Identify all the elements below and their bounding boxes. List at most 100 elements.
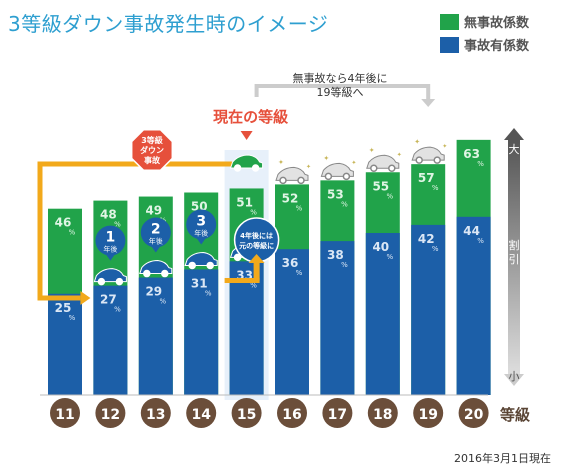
- grade-circle-19: [413, 398, 444, 428]
- grade-label-16: 16: [282, 407, 301, 423]
- grade-label-15: 15: [237, 407, 256, 423]
- value-label-no-accident-17: 53: [327, 187, 344, 201]
- grade-circle-14: [186, 398, 217, 428]
- car-icon-future-19: [411, 146, 445, 164]
- bar-accident-20: [456, 216, 491, 395]
- year-badge-pointer-1: [105, 253, 116, 261]
- value-label-accident-13: 29: [145, 285, 162, 299]
- legend-swatch-no-accident: [440, 13, 459, 30]
- value-label-no-accident-13: 49: [145, 204, 162, 218]
- bar-accident-17: [320, 241, 355, 395]
- car-icon-year-3: [184, 251, 218, 270]
- no-accident-bracket: [254, 84, 431, 100]
- sparkle-icon-b-19: ✦: [442, 143, 447, 150]
- value-label-no-accident-19: 57: [418, 171, 435, 185]
- car-icon-future-18-wheel-rear: [388, 164, 396, 172]
- car-icon-current-wheel-front: [233, 164, 242, 172]
- accident-badge-line-1: 3等級: [141, 135, 163, 145]
- year-badge-3: [186, 209, 217, 240]
- car-icon-year-2: [139, 260, 173, 278]
- grade-circle-15: [231, 398, 262, 428]
- value-label-no-accident-18: 55: [372, 179, 389, 193]
- accident-badge: [130, 128, 174, 172]
- accident-badge-line-2: ダウン: [140, 145, 164, 155]
- grade-circle-18: [367, 398, 398, 428]
- year-badge-1: [95, 225, 126, 256]
- year-badge-number-3: 3: [196, 213, 206, 229]
- grade-circle-12: [95, 398, 126, 428]
- bar-accident-16: [275, 249, 309, 395]
- unit-label-accident-17: %: [341, 261, 348, 269]
- bar-accident-18: [365, 233, 400, 395]
- value-label-no-accident-15: 51: [236, 195, 253, 209]
- no-accident-note-line-2: 19等級へ: [317, 85, 364, 99]
- car-icon-future-17: [320, 162, 354, 181]
- current-grade-pointer: [240, 131, 253, 140]
- unit-label-accident-15: %: [250, 281, 257, 289]
- value-label-no-accident-20: 63: [463, 147, 480, 161]
- value-label-accident-11: 25: [55, 301, 72, 315]
- unit-label-accident-12: %: [114, 306, 121, 314]
- scale-bar: [508, 140, 520, 374]
- return-arrow-base: [224, 278, 260, 283]
- x-axis-label: 等級: [500, 406, 530, 424]
- grade-label-17: 17: [328, 407, 347, 423]
- legend-label-no-accident: 無事故係数: [464, 16, 530, 31]
- no-accident-bracket-arrowhead: [421, 99, 436, 107]
- grade-circle-17: [322, 398, 353, 428]
- grade-label-12: 12: [101, 407, 120, 423]
- car-icon-year-1-wheel-front: [97, 277, 106, 286]
- year-badge-pointer-2: [150, 245, 161, 253]
- accident-badge-line-3: 事故: [144, 155, 161, 165]
- return-badge-line-2: 元の等級に: [239, 241, 274, 250]
- grade-label-19: 19: [418, 407, 437, 423]
- car-icon-future-19-wheel-front: [415, 156, 423, 164]
- unit-label-accident-14: %: [205, 289, 212, 297]
- year-badge-pointer-3: [196, 237, 207, 245]
- scale-bottom-label: 小: [509, 370, 520, 383]
- return-arrow-head: [248, 254, 265, 263]
- car-icon-future-16-wheel-front: [279, 176, 287, 185]
- car-icon-year-2-wheel-rear: [161, 269, 169, 278]
- unit-label-no-accident-18: %: [386, 192, 393, 200]
- sparkle-icon-b-17: ✦: [351, 159, 356, 166]
- chart-title: 3等級ダウン事故発生時のイメージ: [8, 12, 329, 36]
- accident-path-arrowhead: [80, 291, 91, 305]
- unit-label-no-accident-19: %: [432, 184, 439, 192]
- sparkle-icon-18: ✦: [369, 146, 375, 154]
- car-icon-year-3-wheel-front: [188, 261, 196, 270]
- date-note: 2016年3月1日現在: [454, 452, 551, 465]
- scale-label-2: 引: [509, 252, 520, 266]
- return-arrow-shaft: [253, 263, 260, 281]
- bar-accident-12: [93, 285, 128, 395]
- unit-label-no-accident-16: %: [296, 204, 303, 212]
- unit-label-no-accident-15: %: [250, 208, 257, 216]
- car-icon-year-3-wheel-rear: [206, 261, 214, 270]
- grade-label-11: 11: [55, 407, 74, 423]
- car-icon-future-17-wheel-rear: [342, 172, 351, 181]
- value-label-no-accident-12: 48: [100, 208, 117, 222]
- value-label-no-accident-16: 52: [282, 191, 299, 205]
- unit-label-no-accident-11: %: [69, 229, 76, 237]
- scale-top-label: 大: [509, 142, 520, 156]
- unit-label-accident-18: %: [386, 253, 393, 261]
- value-label-accident-16: 36: [282, 256, 299, 270]
- legend-label-accident: 事故有係数: [464, 39, 530, 54]
- unit-label-no-accident-12: %: [114, 221, 121, 229]
- bar-accident-15: [229, 261, 264, 395]
- grade-circle-13: [140, 398, 171, 428]
- bar-accident-19: [411, 224, 446, 395]
- legend-item-accident: 事故有係数: [440, 35, 529, 54]
- year-badge-number-1: 1: [106, 230, 116, 246]
- scale-arrow-down: [504, 374, 524, 386]
- bar-accident-14: [184, 269, 219, 395]
- sparkle-icon-19: ✦: [414, 138, 420, 146]
- sparkle-icon-16: ✦: [278, 158, 284, 166]
- legend-item-no-accident: 無事故係数: [440, 12, 529, 31]
- car-icon-future-19-wheel-rear: [433, 156, 441, 164]
- car-icon-future-18: [366, 154, 400, 172]
- sparkle-icon-b-16: ✦: [306, 163, 311, 170]
- car-icon-future-17-wheel-front: [324, 172, 333, 181]
- value-label-accident-12: 27: [100, 293, 117, 307]
